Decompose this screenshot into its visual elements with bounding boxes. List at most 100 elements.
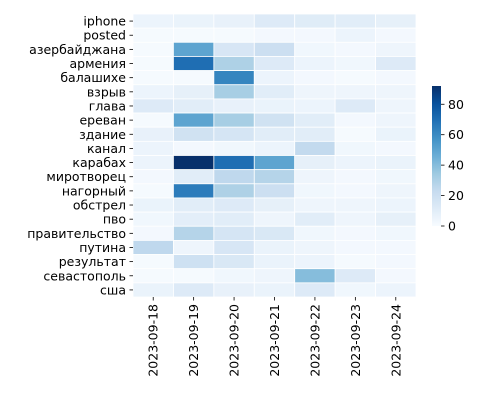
heatmap-cell bbox=[132, 197, 174, 213]
x-tick-label: 2023-09-20 bbox=[227, 304, 242, 377]
heatmap-cell bbox=[213, 84, 255, 100]
heatmap-cell bbox=[213, 197, 255, 213]
heatmap-cell bbox=[375, 70, 417, 86]
heatmap-cell bbox=[334, 197, 376, 213]
heatmap-cell bbox=[294, 155, 336, 171]
heatmap-cell bbox=[132, 98, 174, 114]
heatmap-cell bbox=[334, 140, 376, 156]
heatmap-cell bbox=[334, 112, 376, 128]
heatmap-cell bbox=[334, 169, 376, 185]
y-tick-label: севастополь bbox=[43, 268, 126, 283]
heatmap-cell bbox=[132, 225, 174, 241]
heatmap-cell bbox=[213, 254, 255, 270]
colorbar-tick-label: 80 bbox=[448, 97, 464, 112]
heatmap-cell bbox=[375, 126, 417, 142]
y-tick-label: глава bbox=[89, 98, 126, 113]
heatmap-cell bbox=[253, 211, 296, 227]
heatmap-cell bbox=[132, 282, 174, 298]
heatmap-cell bbox=[294, 225, 336, 241]
heatmap-cell bbox=[334, 27, 376, 43]
heatmap-cell bbox=[132, 84, 174, 100]
heatmap-cell bbox=[253, 13, 296, 29]
colorbar-tick-label: 60 bbox=[448, 127, 464, 142]
x-axis-labels: 2023-09-18 2023-09-19 2023-09-20 2023-09-21… bbox=[146, 297, 403, 377]
y-tick-label: канал bbox=[87, 141, 126, 156]
heatmap-cell bbox=[173, 239, 215, 255]
heatmap-cell bbox=[173, 126, 215, 142]
colorbar: 0 20 40 60 80 bbox=[432, 86, 464, 234]
heatmap-cell bbox=[334, 268, 376, 284]
heatmap-cell bbox=[375, 268, 417, 284]
heatmap-cell bbox=[253, 27, 296, 43]
y-tick-label: миротворец bbox=[46, 169, 126, 184]
heatmap-cell bbox=[375, 84, 417, 100]
y-tick-label: ереван bbox=[79, 113, 126, 128]
heatmap-cell bbox=[173, 211, 215, 227]
y-tick-label: азербайджана bbox=[29, 42, 126, 57]
heatmap-cell bbox=[334, 183, 376, 199]
heatmap-cell bbox=[253, 268, 296, 284]
heatmap-cell bbox=[375, 282, 417, 298]
y-tick-label: результат bbox=[59, 254, 126, 269]
heatmap-cell bbox=[375, 56, 417, 72]
heatmap-cell bbox=[213, 155, 255, 171]
heatmap-cell bbox=[213, 183, 255, 199]
heatmap-cell bbox=[375, 41, 417, 57]
heatmap-cell bbox=[132, 27, 174, 43]
heatmap-cell bbox=[173, 84, 215, 100]
colorbar-tick-label: 0 bbox=[448, 219, 456, 234]
heatmap-cell bbox=[294, 268, 336, 284]
heatmap-cell bbox=[132, 140, 174, 156]
y-tick-label: балашихе bbox=[60, 70, 126, 85]
heatmap-cell bbox=[173, 155, 215, 171]
heatmap-cell bbox=[213, 98, 255, 114]
heatmap-cell bbox=[173, 112, 215, 128]
heatmap-cell bbox=[294, 98, 336, 114]
heatmap-cell bbox=[132, 13, 174, 29]
heatmap-cell bbox=[253, 56, 296, 72]
heatmap-cell bbox=[294, 282, 336, 298]
heatmap-cell bbox=[173, 225, 215, 241]
heatmap-cell bbox=[213, 27, 255, 43]
heatmap-cell bbox=[132, 268, 174, 284]
heatmap-cell bbox=[375, 112, 417, 128]
heatmap-cell bbox=[294, 41, 336, 57]
heatmap-cell bbox=[173, 183, 215, 199]
heatmap-cell bbox=[253, 140, 296, 156]
heatmap-cell bbox=[334, 98, 376, 114]
heatmap-cell bbox=[294, 197, 336, 213]
heatmap-cell bbox=[334, 225, 376, 241]
heatmap-cell bbox=[334, 70, 376, 86]
heatmap-cell bbox=[375, 98, 417, 114]
y-tick-label: армения bbox=[69, 56, 126, 71]
heatmap-cell bbox=[334, 211, 376, 227]
heatmap-cells bbox=[132, 13, 417, 298]
heatmap-cell bbox=[294, 56, 336, 72]
heatmap-cell bbox=[294, 183, 336, 199]
heatmap-cell bbox=[213, 140, 255, 156]
heatmap-cell bbox=[253, 84, 296, 100]
heatmap-cell bbox=[213, 239, 255, 255]
heatmap-cell bbox=[132, 41, 174, 57]
heatmap-cell bbox=[334, 155, 376, 171]
y-tick-label: взрыв bbox=[87, 84, 126, 99]
y-axis-labels: iphonepostedазербайджанаармениябалашихев… bbox=[27, 14, 133, 297]
heatmap-cell bbox=[253, 169, 296, 185]
heatmap-cell bbox=[294, 254, 336, 270]
heatmap-cell bbox=[132, 112, 174, 128]
heatmap-cell bbox=[213, 70, 255, 86]
heatmap-cell bbox=[132, 211, 174, 227]
heatmap-cell bbox=[375, 225, 417, 241]
heatmap-cell bbox=[253, 239, 296, 255]
heatmap-cell bbox=[253, 98, 296, 114]
x-tick-label: 2023-09-24 bbox=[388, 304, 403, 377]
heatmap-cell bbox=[213, 169, 255, 185]
heatmap-cell bbox=[375, 27, 417, 43]
heatmap-cell bbox=[294, 70, 336, 86]
heatmap-cell bbox=[334, 282, 376, 298]
heatmap-cell bbox=[375, 239, 417, 255]
heatmap-cell bbox=[375, 254, 417, 270]
heatmap-cell bbox=[213, 112, 255, 128]
heatmap-cell bbox=[294, 27, 336, 43]
